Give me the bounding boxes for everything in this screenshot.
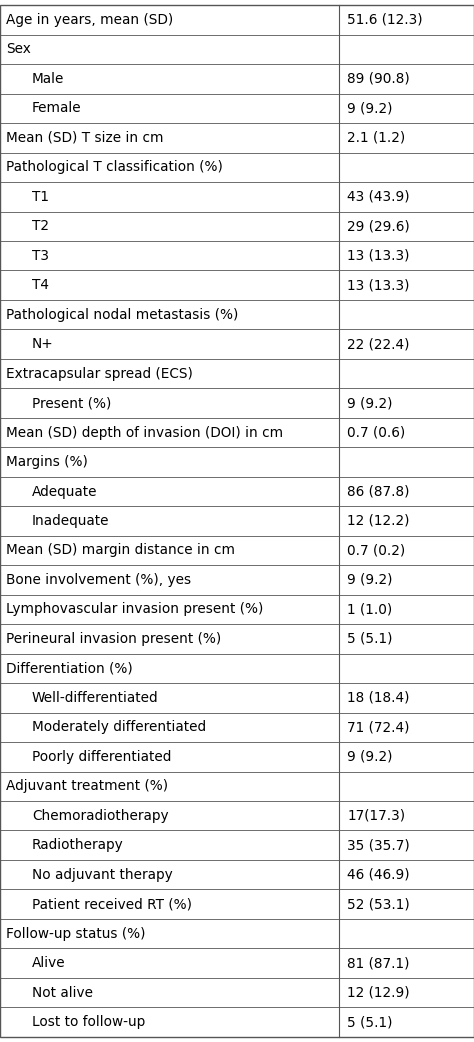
Text: Bone involvement (%), yes: Bone involvement (%), yes bbox=[6, 573, 191, 587]
Text: 13 (13.3): 13 (13.3) bbox=[347, 249, 410, 263]
Text: Chemoradiotherapy: Chemoradiotherapy bbox=[32, 809, 168, 823]
Text: 51.6 (12.3): 51.6 (12.3) bbox=[347, 13, 423, 27]
Text: No adjuvant therapy: No adjuvant therapy bbox=[32, 868, 173, 882]
Text: 71 (72.4): 71 (72.4) bbox=[347, 720, 410, 735]
Text: Moderately differentiated: Moderately differentiated bbox=[32, 720, 206, 735]
Text: 89 (90.8): 89 (90.8) bbox=[347, 72, 410, 85]
Text: Alive: Alive bbox=[32, 957, 65, 970]
Text: Male: Male bbox=[32, 72, 64, 85]
Text: Poorly differentiated: Poorly differentiated bbox=[32, 750, 171, 764]
Text: Differentiation (%): Differentiation (%) bbox=[6, 662, 132, 675]
Text: Radiotherapy: Radiotherapy bbox=[32, 838, 124, 852]
Text: 5 (5.1): 5 (5.1) bbox=[347, 1015, 393, 1029]
Text: Margins (%): Margins (%) bbox=[6, 455, 88, 469]
Text: Mean (SD) margin distance in cm: Mean (SD) margin distance in cm bbox=[6, 544, 235, 557]
Text: 43 (43.9): 43 (43.9) bbox=[347, 190, 410, 204]
Text: 9 (9.2): 9 (9.2) bbox=[347, 750, 393, 764]
Text: Well-differentiated: Well-differentiated bbox=[32, 691, 158, 704]
Text: 12 (12.9): 12 (12.9) bbox=[347, 986, 410, 999]
Text: 86 (87.8): 86 (87.8) bbox=[347, 485, 410, 498]
Text: Lymphovascular invasion present (%): Lymphovascular invasion present (%) bbox=[6, 602, 263, 617]
Text: T4: T4 bbox=[32, 278, 49, 292]
Text: Present (%): Present (%) bbox=[32, 396, 111, 411]
Text: Age in years, mean (SD): Age in years, mean (SD) bbox=[6, 13, 173, 27]
Text: 17(17.3): 17(17.3) bbox=[347, 809, 406, 823]
Text: T1: T1 bbox=[32, 190, 49, 204]
Text: 22 (22.4): 22 (22.4) bbox=[347, 338, 410, 351]
Text: 2.1 (1.2): 2.1 (1.2) bbox=[347, 131, 406, 145]
Text: 52 (53.1): 52 (53.1) bbox=[347, 897, 410, 911]
Text: Pathological nodal metastasis (%): Pathological nodal metastasis (%) bbox=[6, 307, 238, 322]
Text: 1 (1.0): 1 (1.0) bbox=[347, 602, 392, 617]
Text: 29 (29.6): 29 (29.6) bbox=[347, 219, 410, 233]
Text: Inadequate: Inadequate bbox=[32, 514, 109, 528]
Text: Lost to follow-up: Lost to follow-up bbox=[32, 1015, 145, 1029]
Text: 81 (87.1): 81 (87.1) bbox=[347, 957, 410, 970]
Text: 0.7 (0.6): 0.7 (0.6) bbox=[347, 425, 406, 440]
Text: Female: Female bbox=[32, 101, 82, 116]
Text: Sex: Sex bbox=[6, 43, 30, 56]
Text: Follow-up status (%): Follow-up status (%) bbox=[6, 926, 145, 941]
Text: N+: N+ bbox=[32, 338, 54, 351]
Text: Perineural invasion present (%): Perineural invasion present (%) bbox=[6, 631, 221, 646]
Text: Adequate: Adequate bbox=[32, 485, 97, 498]
Text: 18 (18.4): 18 (18.4) bbox=[347, 691, 410, 704]
Text: Pathological T classification (%): Pathological T classification (%) bbox=[6, 160, 223, 174]
Text: T3: T3 bbox=[32, 249, 49, 263]
Text: 9 (9.2): 9 (9.2) bbox=[347, 101, 393, 116]
Text: 35 (35.7): 35 (35.7) bbox=[347, 838, 410, 852]
Text: T2: T2 bbox=[32, 219, 49, 233]
Text: Mean (SD) T size in cm: Mean (SD) T size in cm bbox=[6, 131, 163, 145]
Text: 46 (46.9): 46 (46.9) bbox=[347, 868, 410, 882]
Text: Mean (SD) depth of invasion (DOI) in cm: Mean (SD) depth of invasion (DOI) in cm bbox=[6, 425, 283, 440]
Text: Not alive: Not alive bbox=[32, 986, 93, 999]
Text: 9 (9.2): 9 (9.2) bbox=[347, 573, 393, 587]
Text: 5 (5.1): 5 (5.1) bbox=[347, 631, 393, 646]
Text: Adjuvant treatment (%): Adjuvant treatment (%) bbox=[6, 779, 168, 793]
Text: 9 (9.2): 9 (9.2) bbox=[347, 396, 393, 411]
Text: 0.7 (0.2): 0.7 (0.2) bbox=[347, 544, 406, 557]
Text: Patient received RT (%): Patient received RT (%) bbox=[32, 897, 192, 911]
Text: 12 (12.2): 12 (12.2) bbox=[347, 514, 410, 528]
Text: 13 (13.3): 13 (13.3) bbox=[347, 278, 410, 292]
Text: Extracapsular spread (ECS): Extracapsular spread (ECS) bbox=[6, 367, 192, 380]
